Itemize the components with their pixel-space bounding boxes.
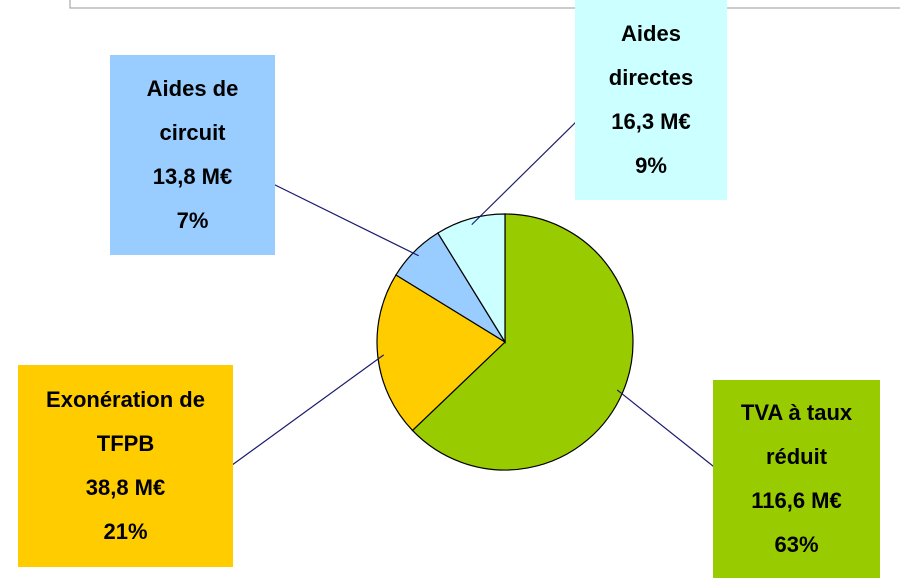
category-label: Exonération de TFPB xyxy=(46,387,205,456)
frame xyxy=(69,0,900,9)
label-box: TVA à taux réduit 116,6 M€ 63% xyxy=(713,380,880,578)
value-label: 13,8 M€ xyxy=(152,164,233,189)
value-label: 116,6 M€ xyxy=(751,488,842,513)
value-label: 16,3 M€ xyxy=(611,109,691,134)
label-box: Aides de circuit 13,8 M€ 7% xyxy=(110,55,275,255)
leader-line xyxy=(616,389,719,471)
leader-line xyxy=(227,354,385,469)
label-box: Exonération de TFPB 38,8 M€ 21% xyxy=(18,365,233,567)
category-label: Aides directes xyxy=(608,21,694,90)
value-label: 38,8 M€ xyxy=(85,475,166,500)
pie-slice xyxy=(376,274,506,432)
label-box: Aides directes 16,3 M€ 9% xyxy=(575,0,727,200)
percent-label: 9% xyxy=(635,153,667,178)
pie-slice xyxy=(411,213,634,471)
percent-label: 21% xyxy=(103,519,148,544)
category-label: Aides de circuit xyxy=(146,76,239,145)
leader-line xyxy=(471,119,579,226)
percent-label: 63% xyxy=(774,532,819,557)
leader-line xyxy=(264,179,419,257)
percent-label: 7% xyxy=(176,208,209,233)
pie-slice xyxy=(437,213,506,345)
category-label: TVA à taux réduit xyxy=(740,400,853,469)
